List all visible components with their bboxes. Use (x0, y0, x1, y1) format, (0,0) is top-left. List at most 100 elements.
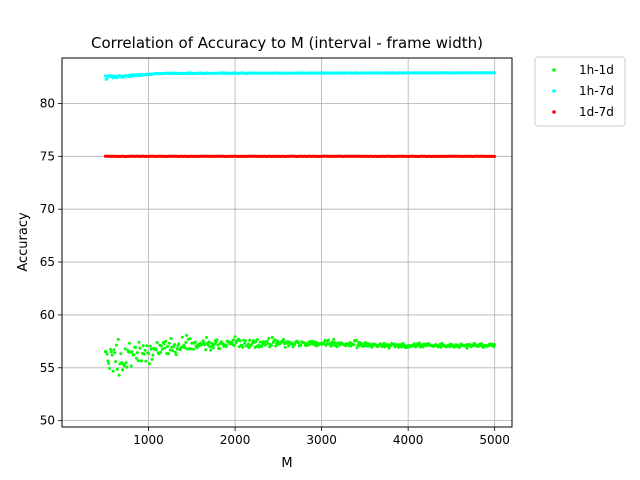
data-point (201, 339, 205, 343)
data-point (205, 336, 208, 339)
data-point (124, 361, 128, 365)
data-point (417, 341, 421, 345)
y-axis-label: Accuracy (16, 212, 31, 272)
data-point (493, 71, 497, 75)
data-point (168, 348, 172, 352)
chart-title: Correlation of Accuracy to M (interval -… (91, 34, 483, 52)
data-point (180, 335, 184, 339)
data-point (207, 340, 211, 344)
data-point (287, 344, 291, 348)
data-point (141, 344, 145, 348)
data-point (327, 338, 330, 342)
data-point (123, 347, 127, 351)
data-point (241, 345, 245, 349)
data-point (231, 338, 235, 342)
data-point (175, 347, 179, 351)
x-tick-label: 4000 (393, 433, 424, 447)
data-point (244, 339, 247, 343)
data-point (128, 341, 131, 345)
data-point (164, 339, 168, 343)
data-point (188, 337, 192, 341)
data-point (224, 345, 228, 348)
data-point (115, 343, 118, 347)
data-point (267, 336, 271, 340)
data-point (364, 344, 368, 348)
data-point (109, 347, 112, 351)
data-point (109, 350, 113, 354)
data-point (493, 155, 497, 158)
plot-frame (61, 57, 513, 428)
y-tick-label: 75 (40, 149, 55, 163)
data-point (105, 77, 109, 81)
data-point (291, 345, 295, 349)
data-point (273, 338, 277, 342)
data-point (260, 345, 264, 348)
data-point (105, 352, 109, 356)
data-point (171, 349, 175, 353)
data-point (149, 347, 153, 351)
legend-label: 1d-7d (579, 105, 614, 119)
data-point (114, 360, 118, 364)
data-point (167, 341, 171, 345)
data-point (144, 359, 148, 363)
axis-ticks: 1000 2000 3000 4000 5000 50 55 60 65 70 75 80 (40, 96, 510, 447)
y-tick-label: 80 (40, 96, 55, 110)
legend-marker (552, 110, 556, 114)
series-1h-1d (103, 333, 497, 377)
data-point (274, 344, 278, 348)
data-point (166, 345, 170, 348)
data-point (299, 343, 303, 347)
data-point (173, 343, 176, 346)
data-point (129, 364, 133, 368)
data-point (184, 340, 188, 344)
data-point (134, 356, 138, 360)
data-point (189, 347, 193, 351)
data-point (310, 339, 314, 343)
data-point (163, 346, 167, 350)
data-point (209, 348, 213, 352)
series-1h-7d (103, 71, 497, 81)
data-point (183, 346, 187, 350)
legend-marker (552, 68, 556, 72)
y-tick-label: 55 (40, 361, 55, 375)
data-point (256, 338, 260, 341)
data-point (204, 348, 208, 352)
series-1d-7d (103, 154, 497, 158)
data-point (262, 340, 266, 344)
data-point (147, 362, 151, 366)
data-point (361, 345, 365, 348)
data-point (104, 350, 108, 354)
data-point (258, 340, 262, 344)
data-point (493, 343, 497, 347)
data-point (208, 345, 212, 349)
data-point (246, 342, 250, 346)
data-point (185, 333, 189, 337)
data-point (169, 337, 173, 340)
data-point (192, 347, 195, 351)
y-tick-label: 60 (40, 308, 55, 322)
y-tick-label: 70 (40, 202, 55, 216)
legend-label: 1h-7d (579, 84, 614, 98)
data-points (103, 71, 497, 377)
data-point (116, 337, 120, 341)
data-point (138, 346, 142, 350)
x-tick-label: 1000 (133, 433, 164, 447)
legend-label: 1h-1d (579, 63, 614, 77)
data-point (150, 357, 154, 361)
data-point (135, 351, 139, 355)
legend-marker (552, 89, 556, 93)
data-point (247, 346, 251, 350)
data-point (243, 341, 247, 345)
data-point (130, 350, 134, 354)
y-tick-label: 50 (40, 414, 55, 428)
data-point (108, 366, 112, 370)
data-point (332, 337, 336, 341)
data-point (382, 341, 386, 345)
data-point (115, 367, 119, 371)
data-point (110, 353, 114, 357)
data-point (266, 342, 270, 345)
data-point (107, 361, 111, 365)
data-point (173, 350, 177, 354)
data-point (232, 344, 236, 348)
data-point (193, 340, 197, 344)
